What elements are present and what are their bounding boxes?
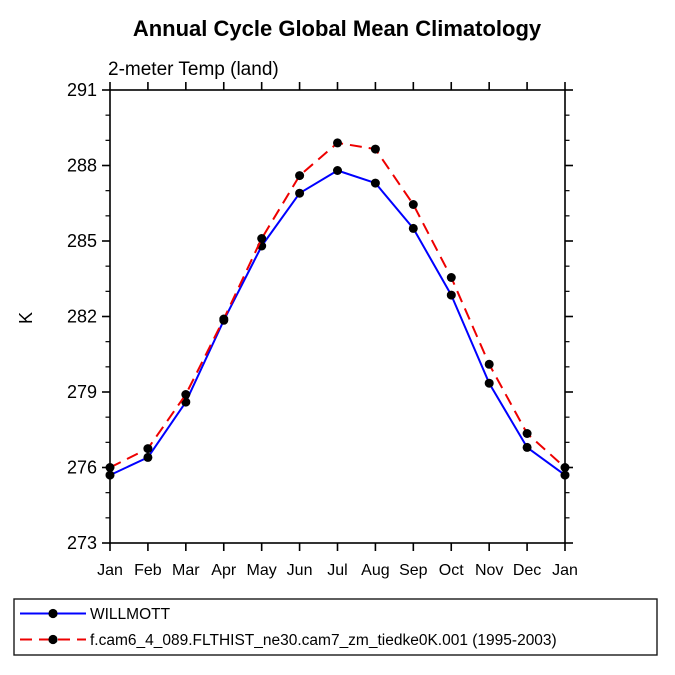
x-tick-label: Jan [97,562,123,579]
data-point-marker [295,171,305,181]
x-tick-label: Apr [211,562,237,579]
x-tick-label: Dec [513,562,541,579]
series-line-0 [109,169,566,477]
data-point-marker [257,234,267,243]
data-point-marker [522,442,532,452]
data-point-marker [181,397,191,407]
y-tick-label: 279 [67,382,97,402]
plot-frame [109,89,566,544]
x-tick-label: Feb [134,562,162,579]
x-tick-label: Oct [439,562,464,579]
x-tick-label: Jan [552,562,578,579]
data-point-marker [105,470,115,480]
data-point-marker [446,290,456,300]
legend-border [13,598,658,656]
data-point-marker [408,200,418,209]
data-point-marker [484,359,494,369]
chart-title: Annual Cycle Global Mean Climatology [133,16,542,41]
legend-box: WILLMOTT f.cam6_4_089.FLTHIST_ne30.cam7_… [13,598,658,656]
legend-label-obs: WILLMOTT [90,606,171,623]
chart-subtitle: 2-meter Temp (land) [108,59,279,80]
data-series [105,138,570,480]
legend-label-model: f.cam6_4_089.FLTHIST_ne30.cam7_zm_tiedke… [90,632,557,649]
x-tick-label: May [247,562,277,579]
series-line-1 [109,141,566,469]
data-point-marker [560,463,570,472]
legend-entry-model: f.cam6_4_089.FLTHIST_ne30.cam7_zm_tiedke… [20,632,557,649]
legend-marker-dot [48,634,58,645]
y-tick-label: 291 [67,80,97,100]
data-point-marker [560,470,570,480]
x-tick-label: Mar [172,562,200,579]
data-point-marker [333,166,342,175]
x-tick-label: Jul [327,562,347,579]
data-point-marker [370,178,380,188]
data-point-marker [219,314,229,324]
data-point-marker [181,390,191,399]
axes: 273 276 279 282 285 288 291 Jan Feb Mar Apr May Jun J… [67,80,578,579]
data-point-marker [446,273,456,282]
data-point-marker [522,429,532,438]
data-point-marker [333,138,342,148]
legend-marker-dot [48,608,58,619]
x-tick-label: Jun [287,562,313,579]
x-tick-label: Aug [361,562,389,579]
y-axis-label: K [16,312,36,324]
y-tick-label: 276 [67,458,97,478]
data-point-marker [143,452,153,462]
y-tick-label: 282 [67,307,97,327]
x-tick-label: Sep [399,562,428,579]
y-tick-label: 288 [67,156,97,176]
data-point-marker [370,144,380,154]
y-tick-label: 285 [67,231,97,251]
data-point-marker [408,223,418,233]
data-point-marker [143,444,153,454]
data-point-marker [295,188,305,198]
legend-entry-obs: WILLMOTT [20,606,171,623]
data-point-marker [484,378,494,388]
data-point-marker [105,463,115,472]
x-tick-label: Nov [475,562,503,579]
y-tick-label: 273 [67,533,97,553]
